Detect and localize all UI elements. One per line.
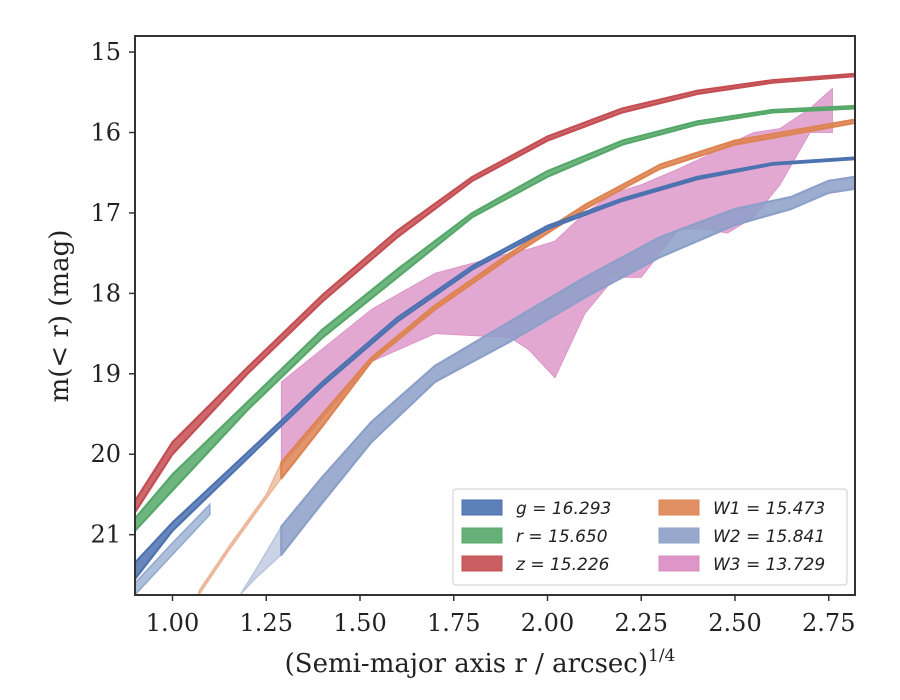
y-tick-label: 19 <box>90 360 121 388</box>
y-axis-title: m(< r) (mag) <box>45 230 75 403</box>
x-tick-label: 2.75 <box>802 609 855 637</box>
series-group <box>135 72 855 595</box>
x-axis-title-superscript: 1/4 <box>648 646 675 666</box>
series-g-faint-extension <box>135 502 211 595</box>
legend-swatch <box>658 555 700 572</box>
legend-box <box>452 488 848 586</box>
x-tick-label: 1.25 <box>240 609 293 637</box>
y-tick-label: 21 <box>90 521 121 549</box>
series-w2-band <box>280 175 855 556</box>
series-w3-band <box>280 87 833 467</box>
legend-swatch <box>658 527 700 544</box>
legend: g = 16.293 r = 15.650 z = 15.226 W1 = 15.47… <box>452 488 848 586</box>
series-w1-band <box>280 118 855 480</box>
legend-swatch <box>461 527 503 544</box>
series-r-band <box>135 104 855 532</box>
series-layer <box>135 72 855 595</box>
legend-label: W1 = 15.473 <box>713 499 825 519</box>
legend-label: g = 16.293 <box>516 499 611 519</box>
x-axis-title-main: (Semi-major axis r / arcsec) <box>285 649 648 679</box>
series-g-band <box>135 156 855 580</box>
legend-label: r = 15.650 <box>516 527 608 547</box>
x-tick-label: 2.00 <box>521 609 574 637</box>
y-tick-label: 16 <box>90 119 121 147</box>
y-tick-label: 17 <box>90 199 121 227</box>
legend-label: W2 = 15.841 <box>713 527 825 547</box>
y-axis: 15 16 17 18 19 20 21 <box>90 38 135 549</box>
legend-label: z = 15.226 <box>515 555 610 575</box>
legend-swatch <box>461 555 503 572</box>
y-tick-label: 15 <box>90 38 121 66</box>
legend-label: W3 = 13.729 <box>713 555 825 575</box>
series-z-band <box>135 72 855 514</box>
plot-frame <box>134 35 856 596</box>
x-tick-label: 1.75 <box>427 609 480 637</box>
y-tick-label: 20 <box>90 440 121 468</box>
x-tick-label: 1.50 <box>333 609 386 637</box>
x-axis: 1.00 1.25 1.50 1.75 2.00 2.25 2.50 2.75 <box>146 595 855 637</box>
x-tick-label: 2.50 <box>708 609 761 637</box>
x-tick-label: 2.25 <box>615 609 668 637</box>
x-tick-label: 1.00 <box>146 609 199 637</box>
legend-swatch <box>461 499 503 516</box>
legend-swatch <box>658 499 700 516</box>
x-axis-title: (Semi-major axis r / arcsec)1/4 <box>285 646 676 679</box>
y-tick-label: 18 <box>90 279 121 307</box>
